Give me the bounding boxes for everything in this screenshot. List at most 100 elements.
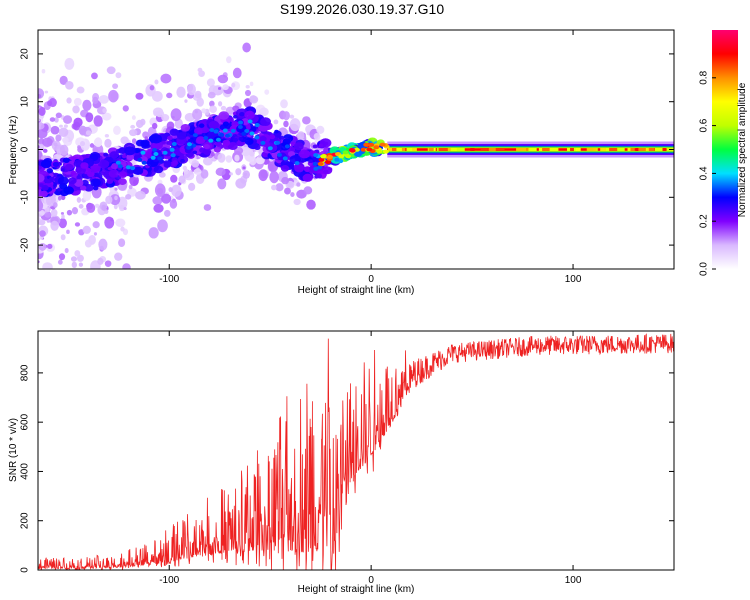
spectrogram-transition-blob [327, 154, 334, 159]
spectrogram-noise-blob [38, 243, 47, 251]
spectrogram-peak-spot [153, 152, 159, 157]
spectrogram-noise-blob [63, 115, 73, 124]
spectrogram-transition-blob [373, 145, 380, 150]
spectrogram-noise-blob [200, 169, 209, 179]
spectrogram-noise-blob [85, 112, 94, 123]
spectrogram-ridge-blob [308, 159, 313, 164]
spectrogram-peak-spot [137, 157, 143, 162]
spectrogram-ridge-blob [215, 141, 221, 147]
snr-x-tick-label: 0 [368, 575, 374, 586]
spectrogram-noise-blob [71, 207, 79, 215]
spectrogram-noise-blob [42, 264, 53, 269]
spectrogram-noise-blob [257, 154, 262, 158]
spectrogram-noise-blob [44, 211, 52, 218]
spectrogram-transition-blob [376, 149, 383, 154]
spectrogram-ridge-blob [167, 140, 173, 145]
spectrogram-noise-blob [275, 183, 284, 192]
spectrogram-carrier-speckle [393, 148, 404, 151]
spectrogram-carrier-speckle [391, 148, 397, 151]
spectrogram-noise-blob [82, 190, 92, 202]
spectrogram-peak-spot [215, 137, 221, 142]
colorbar-ticks: 0.0 0.2 0.4 0.6 0.8 [699, 70, 716, 276]
spectrogram-noise-blob [50, 220, 59, 231]
spectrogram-noise-blob [115, 72, 122, 79]
spectrogram-ridge-blob [62, 157, 70, 164]
spectrogram-ridge-blob [280, 165, 290, 172]
spectrogram-ridge-blob [222, 139, 231, 147]
spectrogram-ridge-blob [63, 186, 74, 195]
spectrogram-noise-blob [102, 108, 107, 114]
spectrogram-noise-blob [38, 122, 45, 130]
spectrogram-ridge-blob [259, 136, 267, 142]
spectrogram-noise-blob [242, 166, 246, 170]
spectrogram-noise-blob [220, 105, 227, 111]
spectrogram-noise-blob [97, 257, 104, 265]
spectrogram-noise-blob [113, 125, 121, 135]
spectrogram-noise-blob [234, 154, 240, 162]
spectrogram-noise-blob [194, 90, 202, 99]
spectrogram-peak-spot [284, 144, 290, 149]
spectrogram-carrier-speckle [648, 148, 655, 151]
spectrogram-noise-blob [76, 254, 84, 262]
snr-y-tick-label: 800 [20, 364, 31, 381]
spectrogram-noise-blob [157, 219, 168, 233]
spectrogram-ridge-blob [294, 164, 305, 173]
spectrogram-plot-area [38, 42, 674, 288]
spectrogram-noise-blob [153, 203, 164, 213]
spectrogram-ridge-blob [298, 149, 311, 159]
spectrogram-ridge-blob [232, 137, 239, 143]
spectrogram-noise-blob [280, 99, 288, 109]
spectrogram-ridge-blob [99, 159, 110, 169]
spectrogram-peak-spot [162, 150, 168, 155]
snr-plot-area [38, 333, 674, 570]
spectrogram-ridge-blob [118, 147, 127, 154]
spectrogram-noise-blob [196, 97, 204, 107]
spectrogram-y-tick-label: -20 [20, 237, 31, 252]
spectrogram-peak-spot [225, 133, 231, 138]
spectrogram-carrier-speckle [428, 148, 434, 151]
spectrogram-noise-blob [104, 209, 109, 215]
spectrogram-peak-spot [334, 157, 340, 162]
spectrogram-noise-blob [101, 204, 107, 211]
spectrogram-noise-blob [65, 80, 74, 90]
spectrogram-peak-spot [219, 132, 225, 137]
spectrogram-peak-spot [157, 156, 163, 161]
spectrogram-peak-spot [171, 141, 177, 146]
spectrogram-noise-blob [192, 108, 203, 121]
spectrogram-noise-blob [123, 207, 127, 211]
spectrogram-noise-blob [152, 122, 158, 130]
spectrogram-noise-blob [72, 121, 81, 131]
spectrogram-ridge-blob [109, 151, 119, 159]
spectrogram-noise-blob [273, 119, 279, 125]
spectrogram-noise-blob [41, 69, 46, 74]
spectrogram-carrier-speckle [616, 148, 625, 151]
spectrogram-noise-blob [50, 209, 58, 217]
spectrogram-noise-blob [158, 172, 166, 178]
spectrogram-noise-blob [49, 117, 56, 122]
snr-y-tick-label: 400 [20, 463, 31, 480]
spectrogram-carrier-speckle [516, 148, 527, 151]
spectrogram-noise-blob [61, 214, 65, 219]
colorbar-tick-label: 0.4 [699, 166, 710, 180]
spectrogram-ridge-blob [318, 143, 324, 148]
spectrogram-noise-blob [130, 124, 136, 129]
spectrogram-noise-blob [235, 178, 247, 189]
spectrogram-noise-blob [72, 105, 80, 114]
spectrogram-noise-blob [171, 184, 182, 197]
spectrogram-noise-blob [41, 280, 48, 288]
spectrogram-noise-blob [73, 97, 82, 106]
spectrogram-noise-blob [77, 145, 81, 150]
spectrogram-noise-blob [57, 195, 62, 201]
spectrogram-ridge-blob [349, 153, 355, 158]
spectrogram-noise-blob [229, 172, 233, 176]
spectrogram-ridge-blob [227, 141, 238, 150]
spectrogram-ridge-blob [167, 135, 173, 141]
spectrogram-noise-blob [105, 195, 113, 205]
spectrogram-noise-blob [271, 184, 277, 191]
spectrogram-peak-spot [282, 156, 288, 161]
spectrogram-noise-blob [76, 197, 82, 203]
spectrogram-noise-blob [148, 227, 159, 239]
spectrogram-ridge-blob [315, 173, 323, 179]
spectrogram-noise-blob [289, 114, 295, 119]
